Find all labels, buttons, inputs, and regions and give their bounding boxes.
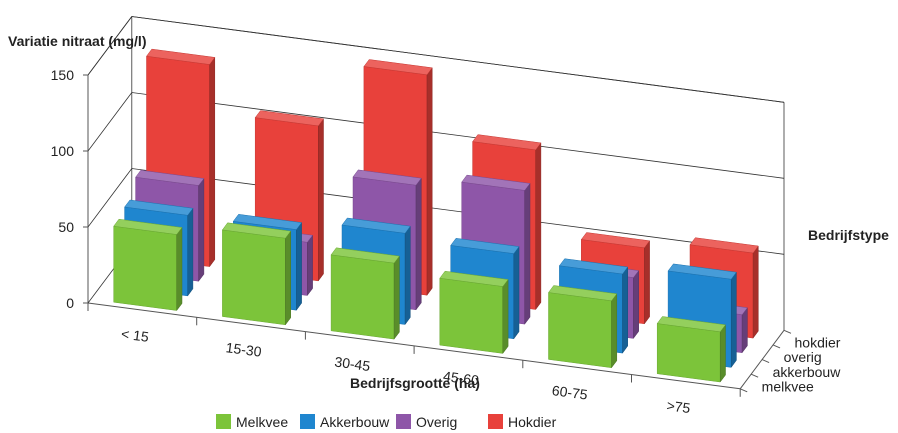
bar-melkvee-4 bbox=[548, 285, 618, 369]
bar-melkvee-5 bbox=[656, 316, 726, 383]
depth-tick-label: overig bbox=[784, 349, 822, 365]
category-tick-label: 15-30 bbox=[225, 339, 263, 360]
bars bbox=[113, 48, 759, 383]
depth-tick-label: melkvee bbox=[762, 378, 814, 394]
y-tick-label: 100 bbox=[51, 143, 75, 159]
tick-labels: 0 50 100 150 < 15 15-30 30-45 45-60 60-75 >75 melk… bbox=[51, 67, 842, 416]
depth-tick-label: akkerbouw bbox=[773, 364, 842, 380]
legend-label: Melkvee bbox=[236, 414, 288, 430]
depth-axis-title: Bedrijfstype bbox=[808, 227, 889, 243]
depth-tick-mark bbox=[750, 373, 759, 378]
bar-melkvee-0 bbox=[113, 218, 183, 312]
legend-label: Overig bbox=[416, 414, 457, 430]
gridline-50 bbox=[87, 168, 785, 255]
category-tick-label: < 15 bbox=[120, 325, 150, 344]
category-tick-label: 60-75 bbox=[551, 382, 589, 403]
category-tick-label: 45-60 bbox=[442, 368, 480, 389]
legend-swatch bbox=[488, 414, 503, 429]
depth-tick-mark bbox=[740, 388, 748, 393]
y-tick-label: 0 bbox=[66, 295, 74, 311]
legend-item-overig: Overig bbox=[396, 414, 457, 430]
legend-label: Hokdier bbox=[508, 414, 557, 430]
depth-tick-mark bbox=[783, 329, 792, 334]
chart-walls bbox=[83, 16, 792, 397]
legend-item-akkerbouw: Akkerbouw bbox=[300, 414, 390, 430]
y-tick-label: 150 bbox=[51, 67, 75, 83]
legend-label: Akkerbouw bbox=[320, 414, 390, 430]
legend-item-hokdier: Hokdier bbox=[488, 414, 557, 430]
category-tick-label: 30-45 bbox=[334, 354, 372, 375]
y-tick-label: 50 bbox=[58, 219, 74, 235]
legend-swatch bbox=[396, 414, 411, 429]
bar-melkvee-2 bbox=[330, 247, 400, 340]
bar-melkvee-1 bbox=[221, 222, 292, 326]
depth-tick-label: hokdier bbox=[795, 335, 841, 351]
category-tick-label: >75 bbox=[666, 397, 692, 416]
bar-melkvee-3 bbox=[439, 270, 509, 355]
depth-tick-mark bbox=[772, 344, 781, 349]
legend-swatch bbox=[216, 414, 231, 429]
legend: Melkvee Akkerbouw Overig Hokdier bbox=[216, 414, 557, 430]
x-axis-title: Bedrijfsgrootte (ha) bbox=[350, 375, 480, 391]
legend-item-melkvee: Melkvee bbox=[216, 414, 288, 430]
chart-title: Variatie nitraat (mg/l) bbox=[8, 33, 146, 49]
legend-swatch bbox=[300, 414, 315, 429]
depth-tick-mark bbox=[761, 359, 770, 364]
gridline-100 bbox=[87, 92, 785, 179]
gridline-150 bbox=[87, 16, 785, 103]
